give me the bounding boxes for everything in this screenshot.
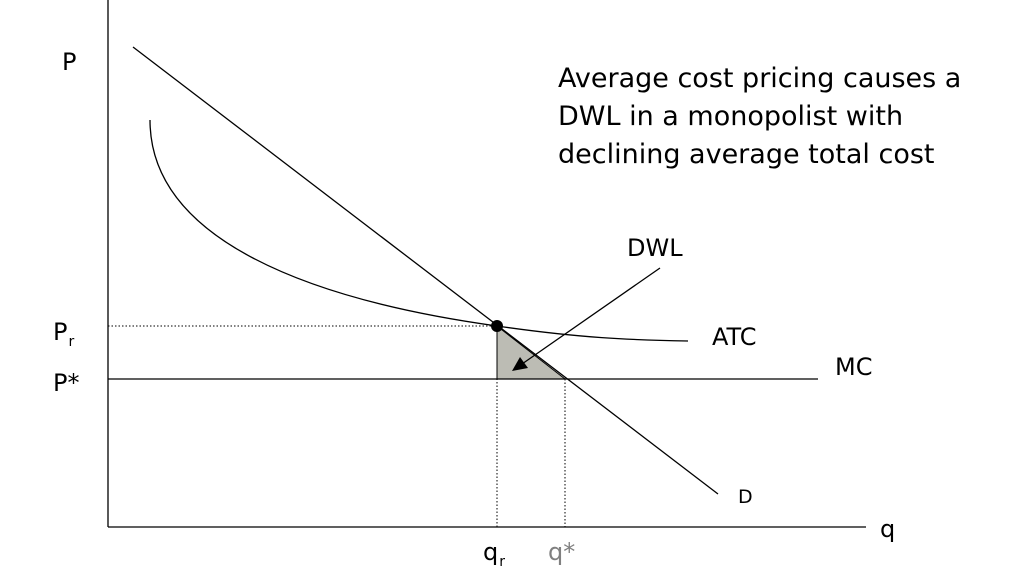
caption-line-1: Average cost pricing causes a (558, 63, 962, 94)
atc-curve (149, 119, 689, 342)
caption-line-2: DWL in a monopolist with (558, 101, 904, 132)
dwl-arrowhead (512, 357, 528, 371)
dwl-label: DWL (627, 234, 683, 262)
caption-line-3: declining average total cost (558, 139, 935, 170)
intersection-point (491, 320, 503, 332)
mc-label: MC (835, 353, 872, 381)
pr-label: Pr (53, 318, 74, 350)
x-axis-label: q (880, 515, 895, 543)
demand-label: D (738, 486, 753, 508)
diagram-caption: Average cost pricing causes a DWL in a mo… (558, 60, 1008, 174)
qr-label: qr (483, 538, 505, 570)
y-axis-label: P (62, 48, 76, 76)
dwl-arrow (521, 267, 661, 365)
qstar-label: q* (548, 538, 575, 566)
demand-curve (132, 46, 719, 495)
pstar-label: P* (53, 369, 79, 397)
atc-label: ATC (712, 323, 757, 351)
